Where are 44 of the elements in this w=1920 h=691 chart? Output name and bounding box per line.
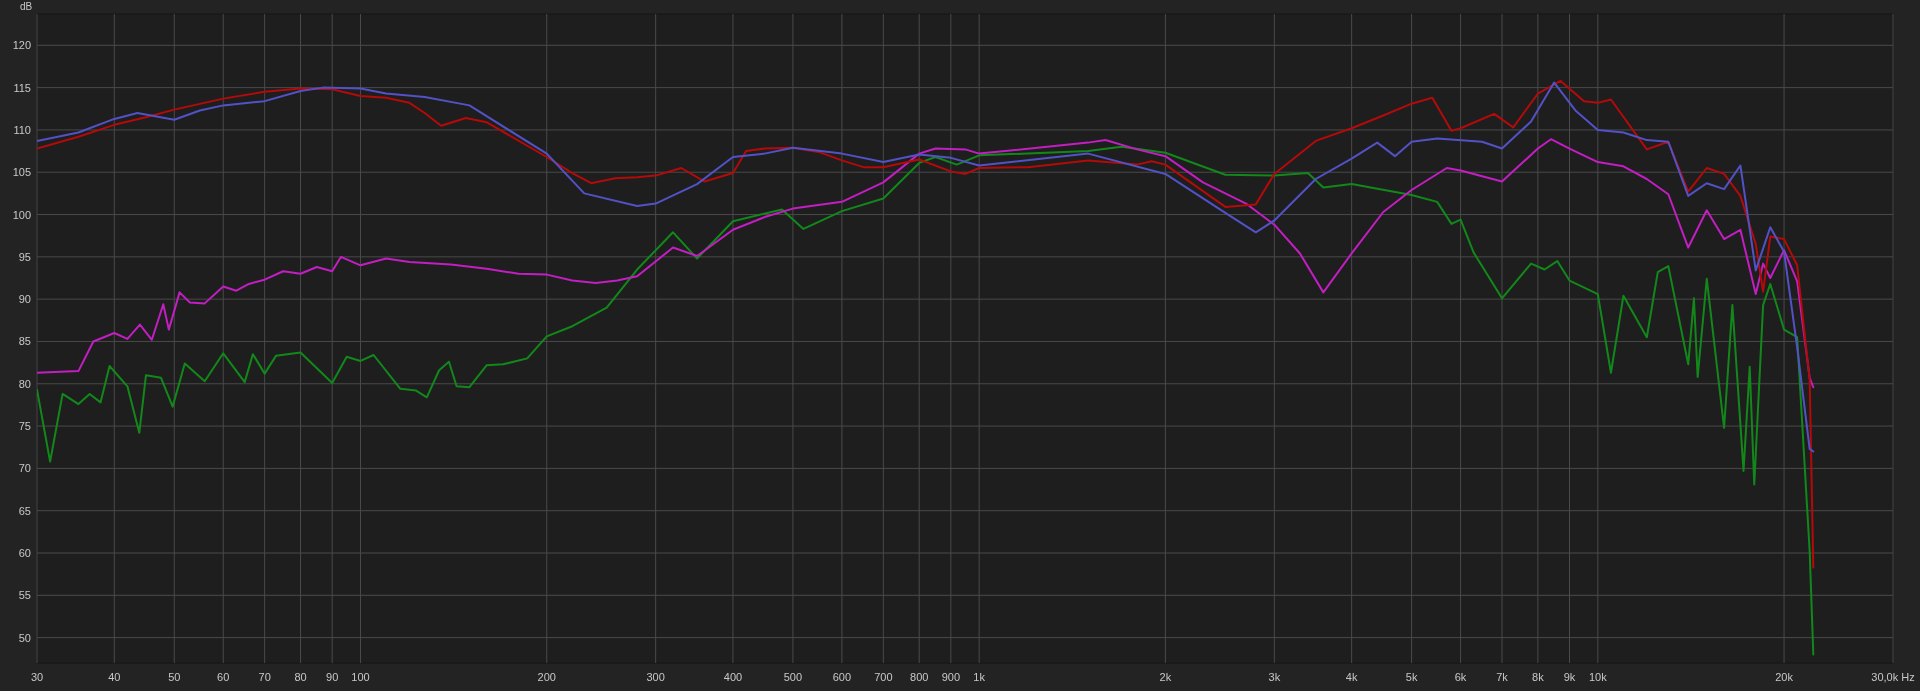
y-tick-label: 110 bbox=[13, 123, 31, 136]
y-tick-label: 80 bbox=[18, 377, 31, 390]
x-tick-label: 900 bbox=[941, 671, 961, 683]
y-tick-label: 105 bbox=[12, 166, 31, 179]
x-tick-label: 200 bbox=[537, 671, 556, 683]
x-tick-label: 3k bbox=[1268, 671, 1281, 683]
x-tick-label: 1k bbox=[973, 671, 986, 683]
y-tick-label: 85 bbox=[18, 335, 31, 348]
x-tick-label: 7k bbox=[1496, 671, 1509, 683]
x-tick-label: 400 bbox=[723, 671, 743, 683]
y-axis-title: dB bbox=[19, 1, 33, 12]
x-tick-label: 50 bbox=[168, 671, 181, 683]
x-tick-label: 40 bbox=[108, 671, 121, 683]
y-tick-label: 70 bbox=[18, 462, 31, 475]
y-tick-label: 95 bbox=[18, 250, 31, 263]
x-tick-label: 30,0k Hz bbox=[1871, 671, 1915, 683]
x-tick-label: 600 bbox=[832, 671, 852, 683]
y-tick-label: 90 bbox=[18, 293, 31, 306]
x-tick-label: 20k bbox=[1775, 671, 1794, 683]
x-tick-label: 2k bbox=[1159, 671, 1172, 683]
x-tick-label: 800 bbox=[910, 671, 929, 683]
x-tick-label: 30 bbox=[30, 671, 44, 683]
x-tick-label: 70 bbox=[258, 671, 271, 683]
y-tick-label: 60 bbox=[18, 547, 31, 559]
y-tick-label: 120 bbox=[12, 39, 31, 52]
y-tick-label: 50 bbox=[18, 631, 31, 644]
x-tick-label: 100 bbox=[351, 671, 370, 683]
x-tick-label: 5k bbox=[1405, 671, 1418, 683]
y-tick-label: 55 bbox=[18, 589, 31, 602]
x-tick-label: 80 bbox=[294, 671, 307, 683]
x-tick-label: 300 bbox=[646, 671, 665, 683]
x-tick-label: 60 bbox=[217, 671, 230, 683]
x-tick-label: 90 bbox=[326, 671, 339, 683]
x-tick-label: 700 bbox=[874, 671, 893, 683]
x-tick-label: 8k bbox=[1532, 671, 1545, 683]
x-tick-label: 500 bbox=[783, 671, 803, 683]
x-tick-label: 4k bbox=[1345, 671, 1358, 683]
y-tick-label: 100 bbox=[12, 208, 31, 221]
x-tick-label: 10k bbox=[1588, 671, 1608, 683]
x-tick-label: 9k bbox=[1563, 671, 1576, 683]
y-tick-label: 115 bbox=[13, 81, 31, 94]
x-tick-label: 6k bbox=[1454, 671, 1467, 683]
y-tick-label: 75 bbox=[18, 420, 31, 433]
y-tick-label: 65 bbox=[18, 504, 31, 517]
